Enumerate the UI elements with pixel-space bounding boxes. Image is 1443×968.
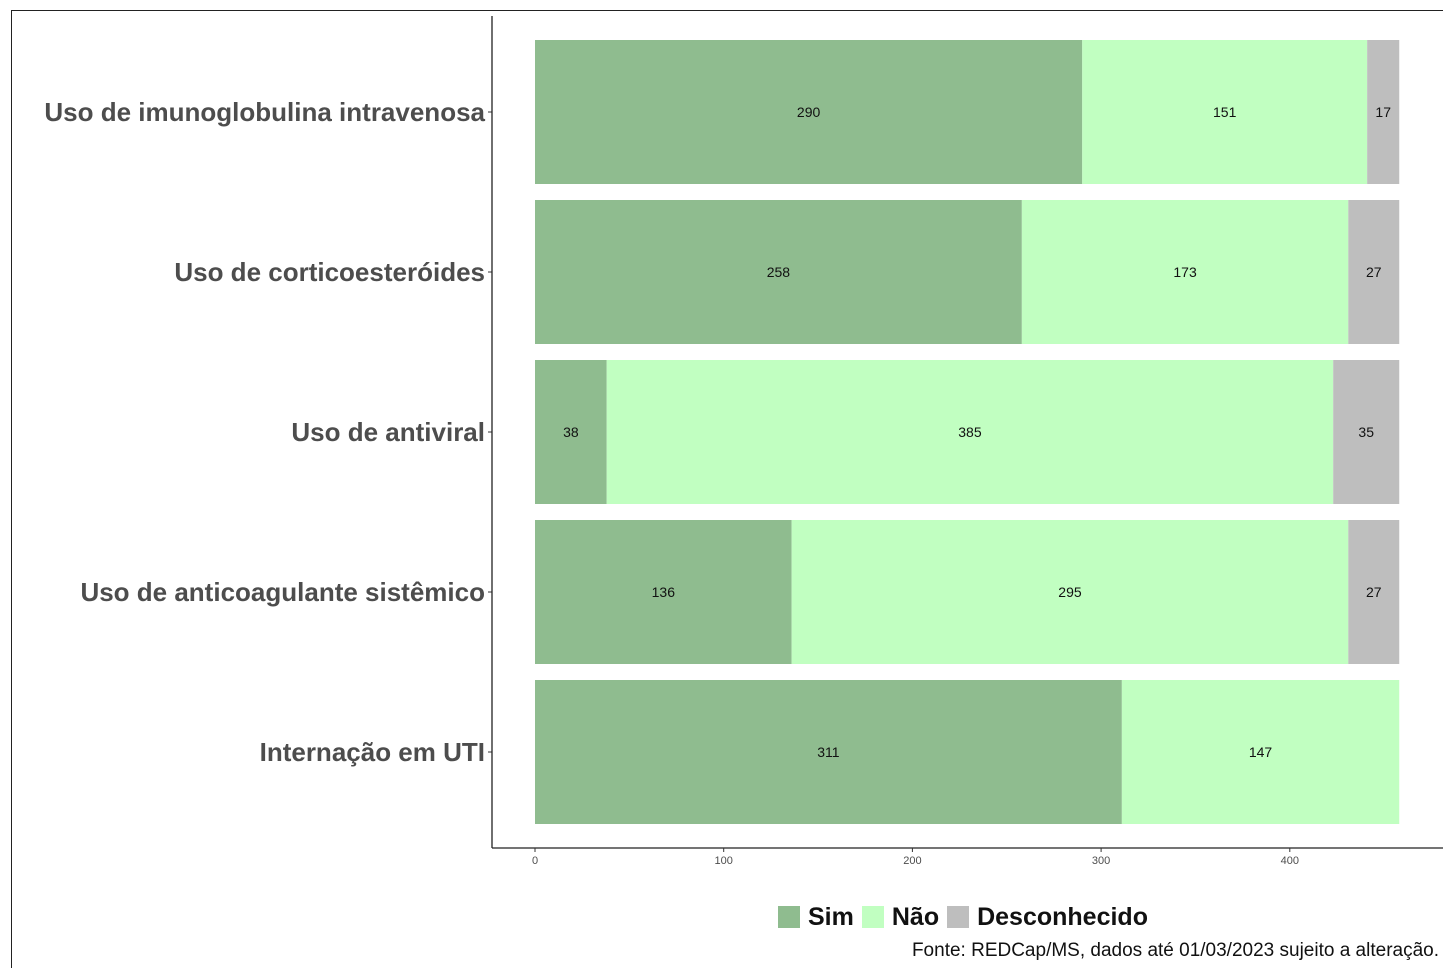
category-label: Internação em UTI	[260, 737, 485, 767]
x-tick-label: 300	[1092, 855, 1110, 867]
bar-segment-desconhecido-3	[1348, 520, 1400, 664]
category-label: Uso de antiviral	[291, 417, 485, 447]
data-label: 17	[1375, 104, 1391, 120]
x-tick-label: 100	[715, 855, 733, 867]
bar-segment-desconhecido-1	[1348, 200, 1400, 344]
stacked-bar-chart: 290 151 17 258 173 27 38 385 35 136 295 27 311 147 Us…	[44, 16, 1443, 867]
bar-segment-sim-4	[535, 680, 1122, 824]
x-tick-label: 0	[532, 855, 538, 867]
bar-segment-desconhecido-0	[1367, 40, 1400, 184]
data-label: 151	[1213, 104, 1237, 120]
chart-frame	[11, 10, 1443, 968]
legend-swatch	[861, 906, 884, 928]
data-label: 385	[958, 424, 982, 440]
bar-segment-desconhecido-2	[1333, 360, 1400, 504]
x-tick-label: 200	[903, 855, 921, 867]
legend-swatch	[778, 906, 800, 928]
bar-segment-sim-1	[535, 200, 1022, 344]
category-label: Uso de corticoesteróides	[174, 257, 485, 287]
data-label: 136	[652, 584, 676, 600]
data-label: 258	[767, 264, 791, 280]
data-label: 38	[563, 424, 579, 440]
category-label: Uso de anticoagulante sistêmico	[80, 577, 485, 607]
legend-item-desconhecido: Desconhecido	[947, 903, 1148, 932]
category-label: Uso de imunoglobulina intravenosa	[44, 97, 485, 127]
bar-segment-não-2	[606, 360, 1334, 504]
legend-swatch	[947, 906, 970, 928]
data-label: 27	[1366, 264, 1382, 280]
data-label: 173	[1173, 264, 1197, 280]
data-label: 295	[1058, 584, 1082, 600]
data-label: 27	[1366, 584, 1382, 600]
data-label: 147	[1249, 744, 1273, 760]
bar-segment-não-4	[1121, 680, 1400, 824]
legend-label: Não	[891, 902, 940, 931]
data-label: 311	[817, 744, 840, 760]
data-label: 35	[1358, 424, 1374, 440]
bar-segment-sim-0	[535, 40, 1083, 184]
bar-segment-sim-2	[535, 360, 607, 504]
source-note: Fonte: REDCap/MS, dados até 01/03/2023 s…	[911, 940, 1439, 961]
legend-item-sim: Sim	[778, 903, 854, 932]
legend-label: Sim	[808, 902, 854, 931]
bar-segment-não-0	[1082, 40, 1368, 184]
legend: Sim Não Desconhecido	[778, 902, 1156, 932]
x-tick-label: 400	[1281, 855, 1299, 867]
axes-layer: Uso de imunoglobulina intravenosa Uso de …	[44, 16, 1443, 867]
bars-layer: 290 151 17 258 173 27 38 385 35 136 295 27 311 147	[535, 40, 1400, 824]
legend-item-não: Não	[861, 902, 940, 932]
bar-segment-não-3	[791, 520, 1349, 664]
data-label: 290	[797, 104, 821, 120]
bar-segment-sim-3	[535, 520, 792, 664]
legend-label: Desconhecido	[977, 902, 1148, 931]
bar-segment-não-1	[1021, 200, 1349, 344]
